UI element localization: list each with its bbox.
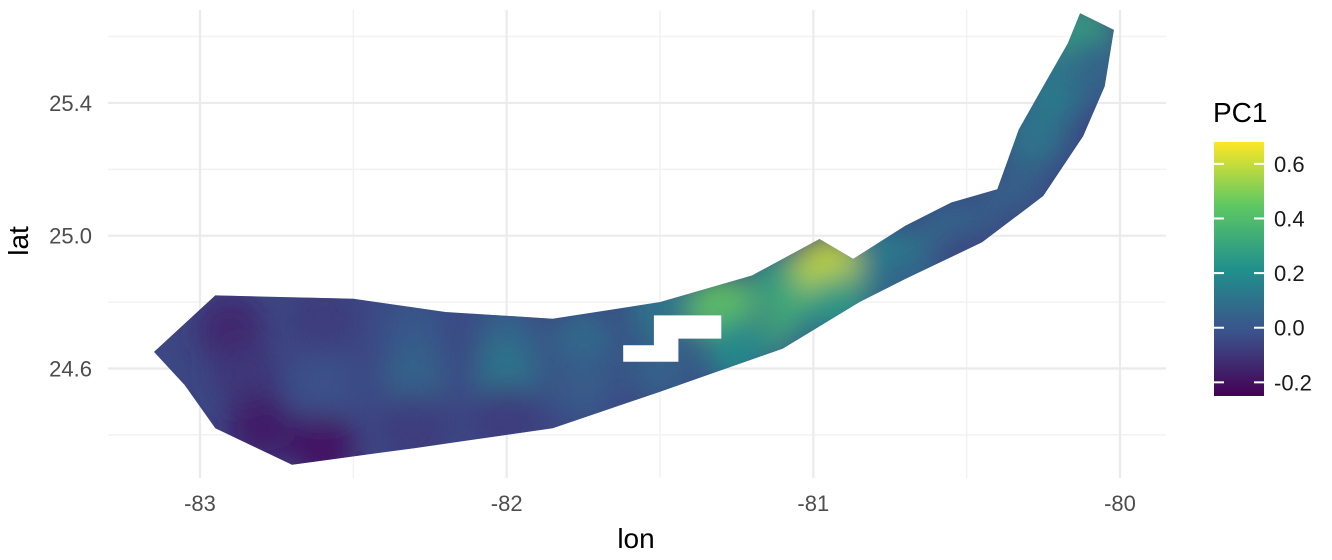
y-axis-title: lat <box>3 226 34 256</box>
pc1-cell <box>227 394 296 463</box>
legend-tick-label: 0.0 <box>1274 316 1305 341</box>
x-axis-ticks: -83 -82 -81 -80 <box>184 491 1136 516</box>
y-tick-label: 25.4 <box>49 91 92 116</box>
x-tick-label: -82 <box>491 491 523 516</box>
pc1-value-field <box>196 13 1114 465</box>
y-tick-label: 24.6 <box>49 356 92 381</box>
x-tick-label: -83 <box>184 491 216 516</box>
x-tick-label: -80 <box>1104 491 1136 516</box>
legend-tick-label: 0.6 <box>1274 152 1305 177</box>
x-axis-title: lon <box>617 523 654 554</box>
y-tick-label: 25.0 <box>49 224 92 249</box>
legend: PC1 0.6 0.4 0.2 0.0 -0.2 <box>1213 97 1312 396</box>
pc1-raster <box>154 13 1114 465</box>
pc1-cell <box>380 341 449 410</box>
x-tick-label: -81 <box>797 491 829 516</box>
pc1-cell <box>212 341 280 410</box>
legend-colorbar <box>1214 142 1264 396</box>
legend-tick-label: 0.2 <box>1274 261 1305 286</box>
legend-tick-label: 0.4 <box>1274 206 1305 231</box>
pc1-cell <box>380 394 449 463</box>
pc1-cell <box>288 414 357 465</box>
pc1-cell <box>288 284 357 353</box>
missing-data-area <box>623 315 722 362</box>
pc1-cell <box>549 351 618 420</box>
legend-ticks: 0.6 0.4 0.2 0.0 -0.2 <box>1214 152 1312 395</box>
pc1-cell <box>288 351 357 420</box>
legend-tick-label: -0.2 <box>1274 370 1312 395</box>
pc1-cell <box>380 294 449 363</box>
legend-title: PC1 <box>1213 97 1267 128</box>
y-axis-ticks: 24.6 25.0 25.4 <box>49 91 92 382</box>
pc1-cell <box>871 251 940 320</box>
pc1-cell <box>978 168 1047 237</box>
